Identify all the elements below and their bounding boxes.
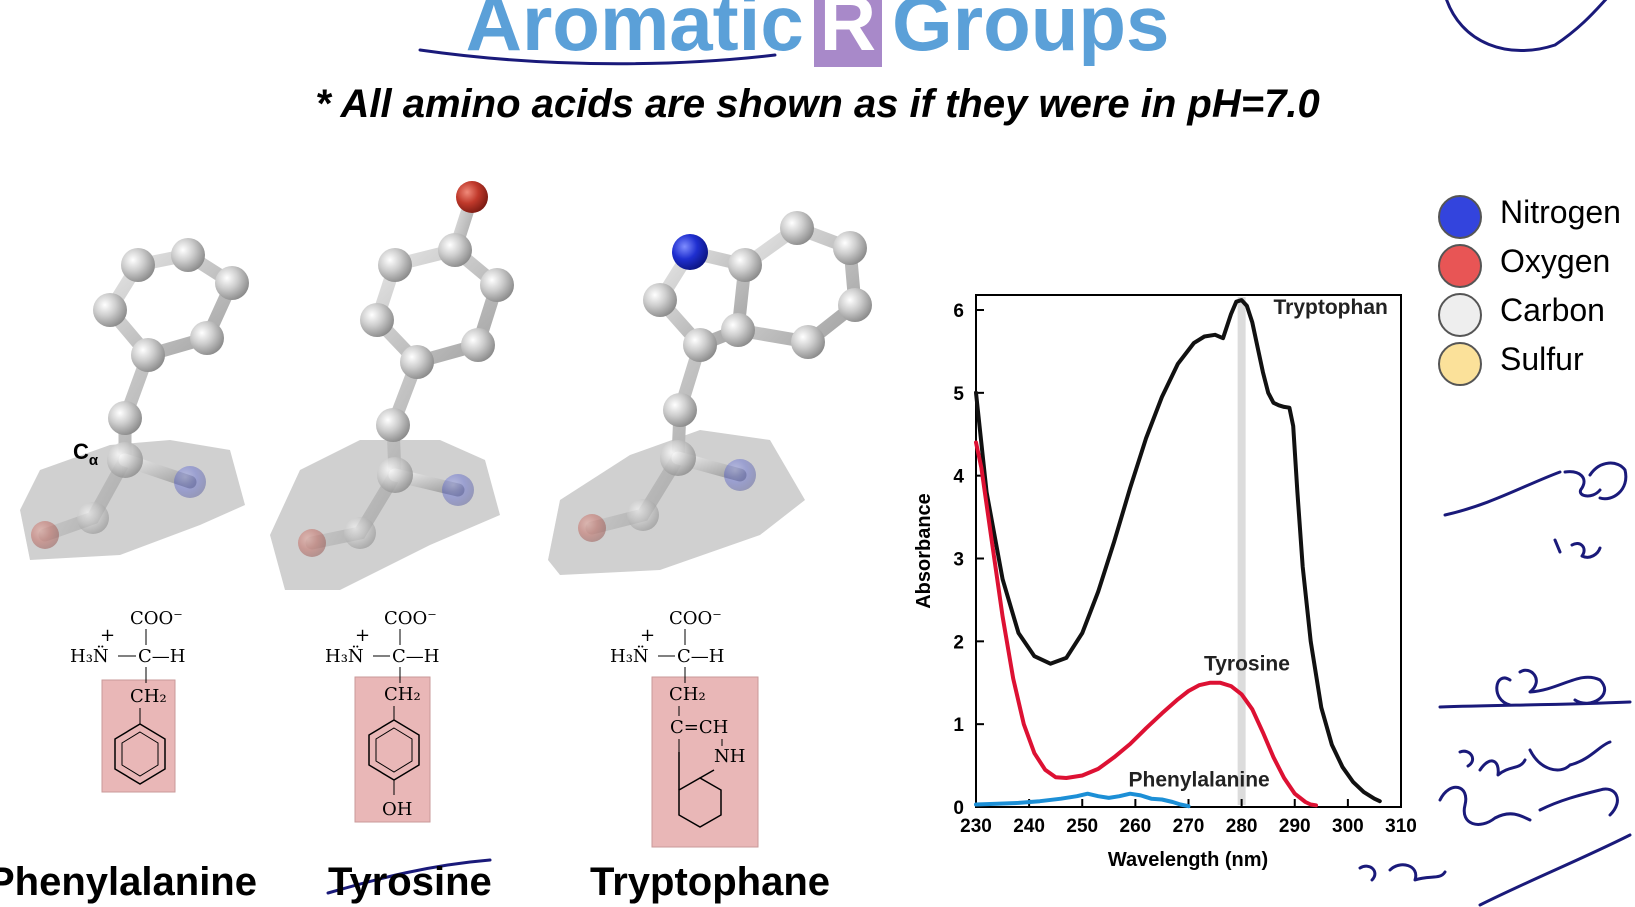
c-alpha-label: Cα: [73, 439, 99, 469]
highlight-band-280nm: [1237, 297, 1246, 805]
x-tick-label: 290: [1279, 816, 1311, 837]
x-tick-label: 280: [1226, 816, 1258, 837]
x-axis-label: Wavelength (nm): [1108, 849, 1268, 871]
atom-legend: Nitrogen Oxygen Carbon Sulfur: [1438, 192, 1635, 392]
tyrosine-formula: COO⁻ + H₃N̈ C—H CH₂ OH: [325, 608, 439, 823]
legend-swatch-oxygen: [1438, 244, 1482, 288]
title-word-groups: Groups: [892, 0, 1170, 67]
phenylalanine-model: Cα: [20, 238, 249, 560]
svg-text:H₃N̈: H₃N̈: [70, 645, 109, 667]
svg-text:+: +: [355, 625, 370, 646]
aa-name-tyrosine: Tyrosine: [328, 860, 492, 904]
x-tick-label: 230: [960, 816, 992, 837]
svg-text:+: +: [640, 625, 655, 646]
y-tick-label: 3: [953, 550, 964, 571]
ink-underline-aromatic: [418, 48, 777, 66]
x-tick-label: 240: [1013, 816, 1045, 837]
page-title: Aromatic R Groups: [0, 0, 1635, 67]
backbone-shadow: [270, 440, 500, 590]
legend-swatch-nitrogen: [1438, 195, 1482, 239]
legend-label-carbon: Carbon: [1500, 292, 1605, 328]
legend-swatch-sulfur: [1438, 342, 1482, 386]
aa-name-tryptophane: Tryptophane: [590, 860, 831, 904]
legend-swatch-carbon: [1438, 293, 1482, 337]
svg-text:OH: OH: [382, 799, 412, 820]
ink-note-3: [1438, 668, 1632, 709]
svg-text:COO⁻: COO⁻: [669, 608, 722, 629]
svg-text:+: +: [100, 625, 115, 646]
svg-text:COO⁻: COO⁻: [130, 608, 183, 629]
ink-note-deg: [1438, 786, 1619, 826]
x-tick-label: 250: [1066, 816, 1098, 837]
x-tick-label: 270: [1173, 816, 1205, 837]
svg-text:CH₂: CH₂: [669, 684, 706, 705]
aa-name-phenylalanine: Phenylalanine: [0, 860, 257, 904]
svg-text:C—H: C—H: [677, 646, 724, 667]
ink-strike-tyrosine: [326, 858, 492, 895]
x-tick-label: 310: [1385, 816, 1417, 837]
legend-label-nitrogen: Nitrogen: [1500, 194, 1621, 230]
page-subtitle: * All amino acids are shown as if they w…: [315, 82, 1320, 126]
series-label-phenylalanine: Phenylalanine: [1129, 768, 1270, 791]
svg-text:C=CH: C=CH: [670, 717, 728, 738]
series-label-tyrosine: Tyrosine: [1204, 652, 1290, 675]
svg-text:COO⁻: COO⁻: [384, 608, 437, 629]
y-tick-label: 0: [953, 798, 964, 819]
plot-frame: [975, 294, 1402, 808]
svg-text:H₃N̈: H₃N̈: [610, 645, 649, 667]
series-label-tryptophan: Tryptophan: [1274, 296, 1388, 319]
svg-text:C—H: C—H: [138, 646, 185, 667]
svg-text:NH: NH: [714, 746, 745, 767]
series-line-phenylalanine: [974, 791, 1191, 809]
absorbance-chart: 230 240 250 260 270 280 290 300 310 0 1 2 3 4 5 6 Trypt…: [913, 294, 1417, 871]
title-word-aromatic: Aromatic: [465, 0, 804, 67]
ink-note-2: [1553, 538, 1602, 559]
svg-text:CH₂: CH₂: [130, 686, 167, 707]
series-line-tryptophan: [974, 298, 1382, 804]
svg-text:C—H: C—H: [392, 646, 439, 667]
ink-loop-topright: [1445, 0, 1608, 53]
tryptophane-formula: COO⁻ + H₃N̈ C—H CH₂ C=CH NH: [610, 608, 759, 848]
y-tick-label: 2: [953, 632, 964, 653]
svg-text:H₃N̈: H₃N̈: [325, 645, 364, 667]
tryptophane-model: [548, 211, 872, 575]
title-r-badge: R: [813, 0, 883, 67]
y-tick-label: 1: [953, 715, 964, 736]
y-tick-label: 4: [953, 467, 964, 488]
x-tick-label: 260: [1120, 816, 1152, 837]
ink-line-bottomright: [1478, 833, 1632, 907]
ink-note-4: [1358, 863, 1447, 882]
y-tick-label: 6: [953, 301, 964, 322]
svg-text:CH₂: CH₂: [384, 684, 421, 705]
legend-label-sulfur: Sulfur: [1500, 341, 1584, 377]
y-tick-label: 5: [953, 384, 964, 405]
y-axis-label: Absorbance: [913, 493, 935, 609]
handwriting-annotations: [326, 0, 1632, 907]
x-tick-label: 300: [1332, 816, 1364, 837]
legend-label-oxygen: Oxygen: [1500, 243, 1611, 279]
phenylalanine-formula: COO⁻ + H₃N̈ C—H CH₂: [70, 608, 185, 793]
ink-note-1: [1443, 461, 1628, 517]
tyrosine-model: [270, 181, 514, 590]
series-line-tyrosine: [974, 440, 1318, 808]
ink-note-optical: [1458, 740, 1612, 777]
